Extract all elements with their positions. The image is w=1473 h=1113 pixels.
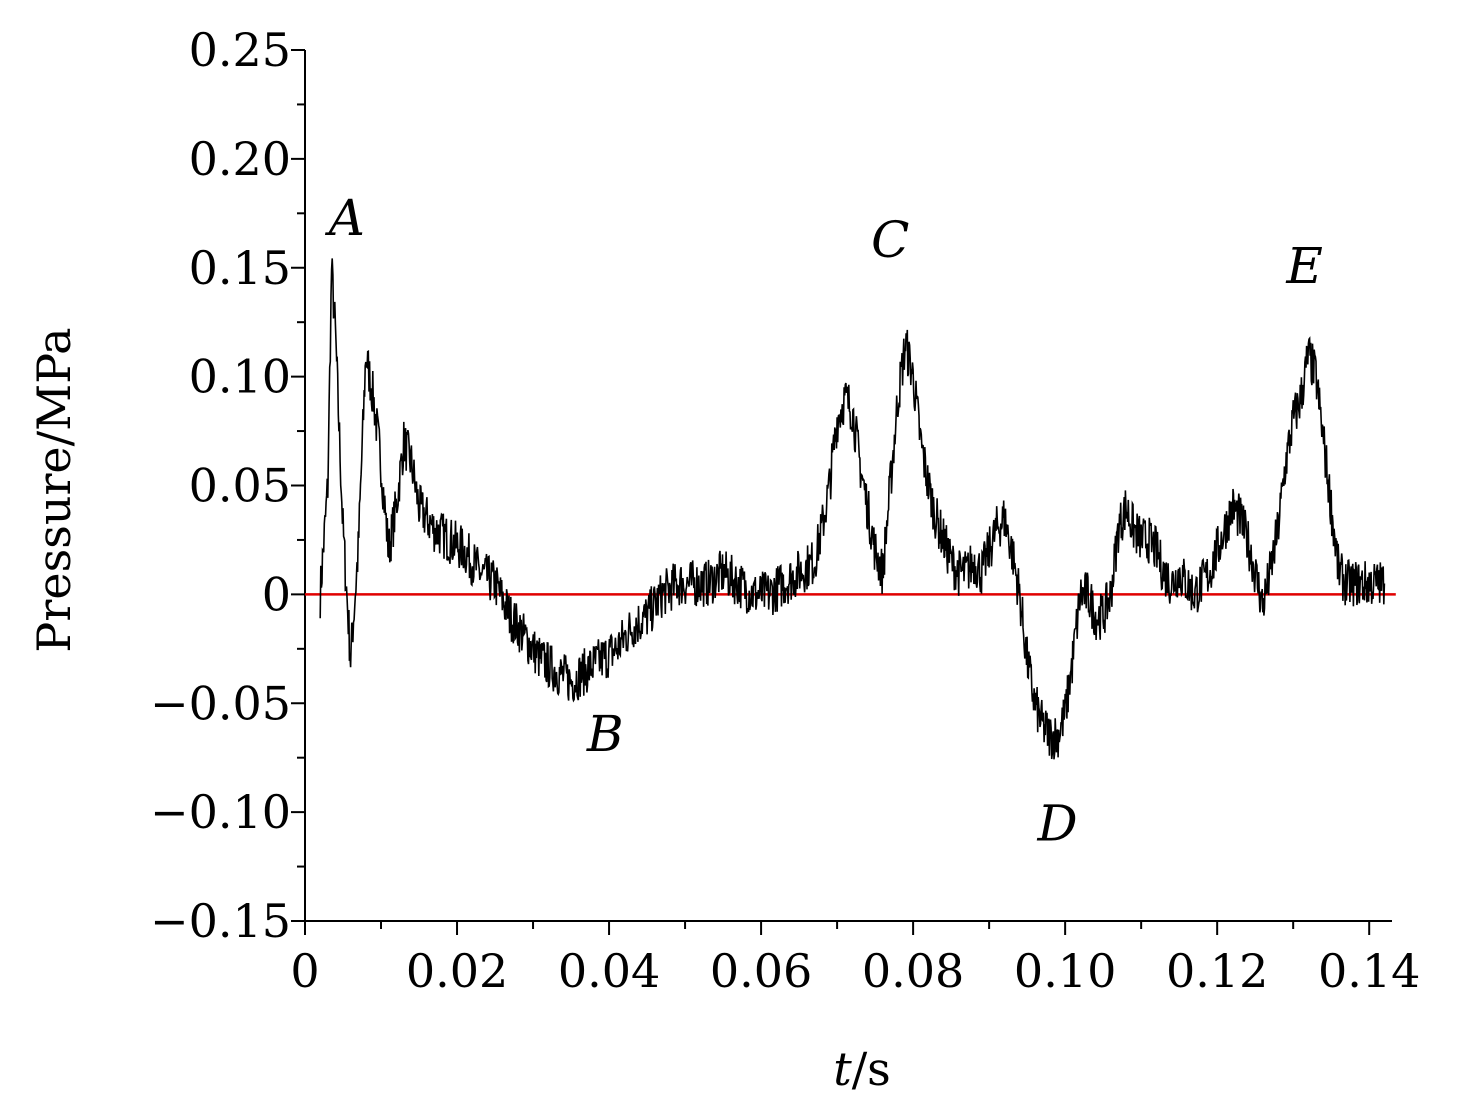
y-tick-label: 0 [262, 567, 291, 621]
y-axis-ticks: 0.25 0.20 0.15 0.10 0.05 0 −0.05 −0.10 −0.15 [150, 23, 305, 948]
x-tick-label: 0.02 [406, 944, 508, 998]
x-tick-label: 0.10 [1014, 944, 1116, 998]
x-tick-label: 0.14 [1318, 944, 1420, 998]
annotation-label: E [1285, 237, 1323, 295]
x-axis-title-variable: t [833, 1042, 852, 1096]
y-tick-label: 0.20 [189, 132, 291, 186]
annotation-label: B [586, 705, 624, 763]
x-tick-label: 0.06 [710, 944, 812, 998]
annotation-label: A [325, 189, 365, 247]
axes [304, 50, 1392, 922]
annotation-label: D [1036, 794, 1077, 852]
x-tick-label: 0.08 [862, 944, 964, 998]
y-tick-label: −0.15 [150, 894, 291, 948]
y-axis-title: Pressure/MPa [27, 327, 81, 652]
peak-annotations: A B C D E [325, 189, 1323, 852]
series-line [319, 258, 1386, 760]
y-tick-label: 0.15 [189, 241, 291, 295]
x-tick-label: 0.12 [1166, 944, 1268, 998]
y-tick-label: 0.05 [189, 459, 291, 513]
annotation-label: C [871, 211, 909, 269]
x-axis-title-unit: /s [852, 1042, 891, 1096]
x-tick-label: 0.04 [558, 944, 660, 998]
x-axis-title: t/s [833, 1042, 891, 1096]
y-tick-label: −0.05 [150, 676, 291, 730]
y-tick-label: 0.10 [189, 350, 291, 404]
y-tick-label: −0.10 [150, 785, 291, 839]
y-tick-label: 0.25 [189, 23, 291, 77]
x-tick-label: 0 [290, 944, 319, 998]
x-axis-ticks: 0 0.02 0.04 0.06 0.08 0.10 0.12 0.14 [290, 921, 1420, 998]
